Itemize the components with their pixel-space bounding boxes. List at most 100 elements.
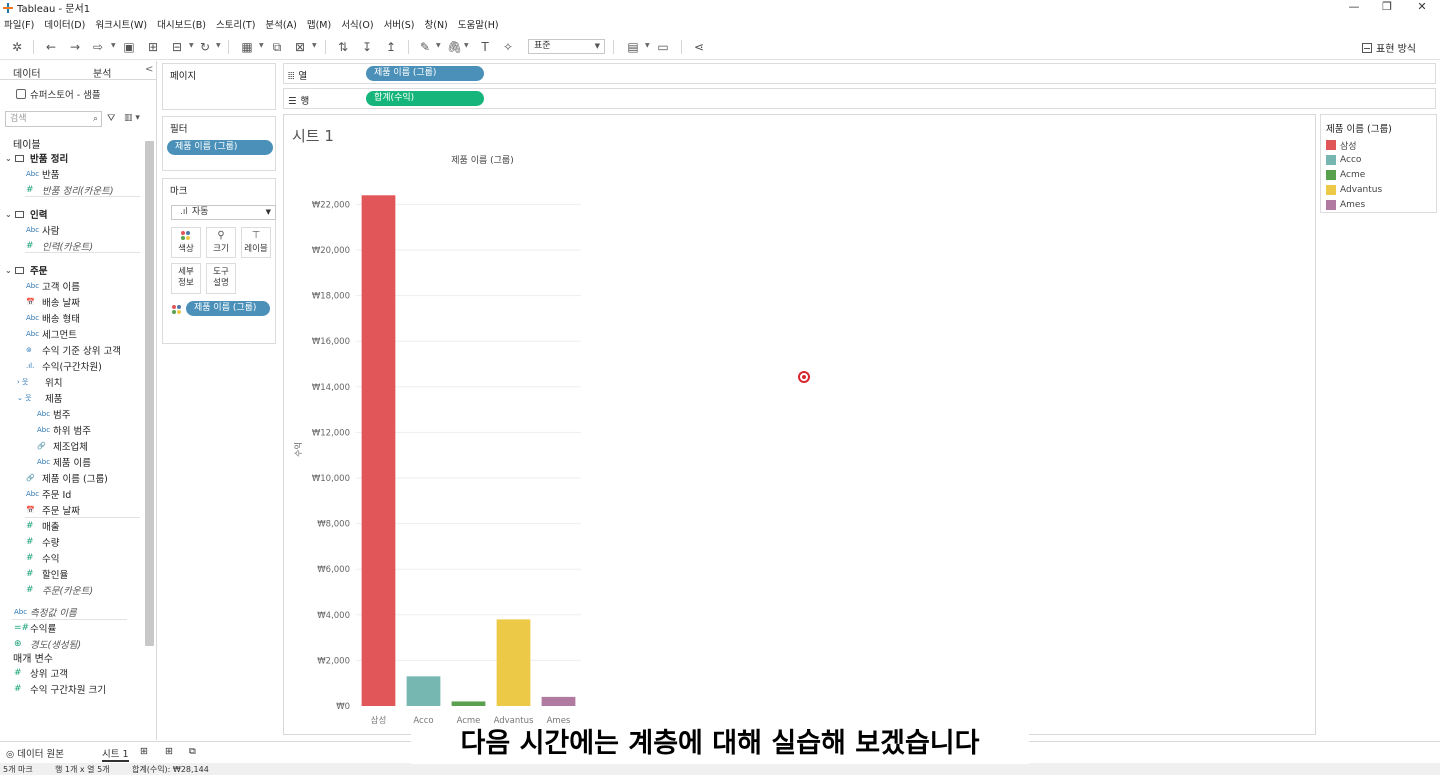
field-2-18[interactable]: # 할인율 — [26, 567, 68, 581]
menu-item-5[interactable]: 분석(A) — [265, 20, 297, 31]
columns-shelf[interactable]: ⦙⦙⦙ 열 제품 이름 (그룹) — [283, 63, 1436, 84]
undo-icon[interactable]: ← — [45, 40, 57, 54]
fit-select[interactable]: 표준 ▼ — [528, 39, 605, 54]
new-datasource-icon[interactable]: ⊞ — [147, 40, 159, 54]
field-extra-2[interactable]: ⊕ 경도(생성됨) — [14, 637, 81, 651]
field-param-0[interactable]: # 상위 고객 — [14, 666, 68, 680]
field-extra-0[interactable]: Abc 측정값 이름 — [14, 605, 77, 619]
table-group-0[interactable]: ⌄ 반품 정리 — [5, 151, 68, 166]
color-pill[interactable]: 제품 이름 (그룹) — [186, 301, 270, 316]
menu-item-2[interactable]: 워크시트(W) — [95, 20, 148, 31]
menu-item-1[interactable]: 데이터(D) — [44, 20, 86, 31]
legend-item-3[interactable]: Advantus — [1326, 184, 1382, 196]
field-0-1[interactable]: # 반품 정리(카운트) — [26, 183, 114, 197]
menu-item-6[interactable]: 맵(M) — [306, 20, 332, 31]
rows-pill[interactable]: 합계(수익) — [366, 91, 484, 106]
restore-button[interactable]: ❐ — [1382, 0, 1392, 13]
collapse-pane-icon[interactable]: < — [145, 64, 154, 75]
save-icon[interactable]: ▣ — [123, 40, 135, 54]
menu-item-8[interactable]: 서버(S) — [383, 20, 415, 31]
redo-icon[interactable]: → — [69, 40, 81, 54]
pause-updates-icon[interactable]: ⊟ — [171, 40, 183, 54]
menu-item-0[interactable]: 파일(F) — [4, 20, 35, 31]
worksheet-view[interactable]: 시트 1 제품 이름 (그룹) 수익 ₩0 ₩2,000 ₩4,000 ₩6,000 ₩8,… — [283, 114, 1316, 735]
field-2-17[interactable]: # 수익 — [26, 551, 59, 565]
legend-item-1[interactable]: Acco — [1326, 154, 1361, 166]
field-0-0[interactable]: Abc 반품 — [26, 167, 59, 181]
search-input[interactable]: 검색 ⌕ — [5, 111, 102, 127]
tableau-home-icon[interactable]: ✲ — [11, 40, 23, 54]
label-button[interactable]: ⊤ 레이블 — [241, 227, 271, 258]
group-members-icon[interactable]: 🖇 — [447, 40, 463, 54]
share-icon[interactable]: ⋖ — [693, 40, 705, 54]
filters-card[interactable]: 필터 제품 이름 (그룹) — [162, 116, 276, 171]
field-list-scrollbar[interactable] — [145, 141, 154, 646]
field-2-12[interactable]: 🔗 제품 이름 (그룹) — [26, 471, 108, 485]
minimize-button[interactable]: — — [1348, 0, 1360, 13]
tooltip-button[interactable]: 도구 설명 — [206, 263, 236, 294]
size-button[interactable]: ⚲ 크기 — [206, 227, 236, 258]
filter-fields-icon[interactable]: ⛛ — [107, 113, 116, 124]
presentation-icon[interactable]: ▭ — [657, 40, 669, 54]
clear-sheet-icon[interactable]: ⊠ — [294, 40, 306, 54]
field-2-7[interactable]: ⌄ 웃 제품 — [17, 391, 62, 405]
swap-icon[interactable]: ⇅ — [337, 40, 349, 54]
field-2-5[interactable]: .ıl. 수익(구간차원) — [26, 359, 102, 373]
close-button[interactable]: ✕ — [1417, 0, 1427, 13]
field-2-11[interactable]: Abc 제품 이름 — [37, 455, 91, 469]
menu-item-9[interactable]: 창(N) — [424, 20, 448, 31]
replay-icon[interactable]: ⇨ — [92, 40, 104, 54]
field-param-1[interactable]: # 수익 구간차원 크기 — [14, 682, 106, 696]
legend-item-0[interactable]: 삼성 — [1326, 139, 1357, 152]
duplicate-sheet-icon[interactable]: ⧉ — [272, 40, 282, 54]
sort-descending-icon[interactable]: ↥ — [385, 40, 397, 54]
pages-card[interactable]: 페이지 — [162, 63, 276, 110]
tab-datasource[interactable]: ◎ 데이터 원본 — [6, 746, 64, 760]
menu-item-10[interactable]: 도움말(H) — [457, 20, 499, 31]
show-me-button[interactable]: 표현 방식 — [1362, 40, 1416, 55]
field-2-3[interactable]: Abc 세그먼트 — [26, 327, 77, 341]
sort-ascending-icon[interactable]: ↧ — [361, 40, 373, 54]
field-1-0[interactable]: Abc 사람 — [26, 223, 59, 237]
menu-item-3[interactable]: 대시보드(B) — [157, 20, 206, 31]
field-2-1[interactable]: 📅 배송 날짜 — [26, 295, 80, 309]
refresh-icon[interactable]: ↻ — [199, 40, 211, 54]
highlight-icon[interactable]: ✎ — [419, 40, 431, 54]
menu-item-7[interactable]: 서식(O) — [341, 20, 374, 31]
rows-shelf[interactable]: ☰ 행 합계(수익) — [283, 88, 1436, 109]
new-worksheet-tab-icon[interactable]: ⊞ — [140, 746, 148, 757]
field-2-6[interactable]: › 웃 위치 — [17, 375, 62, 389]
new-dashboard-tab-icon[interactable]: ⊞ — [165, 746, 173, 757]
legend-item-2[interactable]: Acme — [1326, 169, 1365, 181]
view-options-icon[interactable]: ▥ ▾ — [124, 113, 140, 123]
datasource[interactable]: 슈퍼스토어 - 샘플 — [16, 87, 101, 101]
table-group-1[interactable]: ⌄ 인력 — [5, 207, 47, 222]
field-2-10[interactable]: 🔗 제조업체 — [37, 439, 88, 453]
field-extra-1[interactable]: =# 수익률 — [14, 621, 56, 635]
field-2-9[interactable]: Abc 하위 범주 — [37, 423, 91, 437]
show-labels-icon[interactable]: T — [481, 40, 489, 54]
tab-analysis[interactable]: 분석 — [93, 69, 112, 80]
fix-axes-icon[interactable]: ✧ — [502, 40, 514, 54]
field-1-1[interactable]: # 인력(카운트) — [26, 239, 93, 253]
color-button[interactable]: 색상 — [171, 227, 201, 258]
field-2-0[interactable]: Abc 고객 이름 — [26, 279, 80, 293]
columns-pill[interactable]: 제품 이름 (그룹) — [366, 66, 484, 81]
tab-data[interactable]: 데이터 — [13, 69, 41, 80]
legend-item-4[interactable]: Ames — [1326, 199, 1365, 211]
table-group-2[interactable]: ⌄ 주문 — [5, 263, 47, 278]
field-2-15[interactable]: # 매출 — [26, 519, 59, 533]
field-2-4[interactable]: ⊚ 수익 기준 상위 고객 — [26, 343, 121, 357]
new-story-tab-icon[interactable]: ⧉ — [189, 746, 196, 757]
mark-type-select[interactable]: .ıl 자동 ▼ — [171, 205, 276, 220]
field-2-19[interactable]: # 주문(카운트) — [26, 583, 93, 597]
menu-item-4[interactable]: 스토리(T) — [215, 20, 256, 31]
filter-pill[interactable]: 제품 이름 (그룹) — [167, 140, 273, 155]
field-2-13[interactable]: Abc 주문 Id — [26, 487, 71, 501]
cards-icon[interactable]: ▤ — [627, 40, 639, 54]
tab-sheet1[interactable]: 시트 1 — [102, 746, 129, 762]
new-worksheet-icon[interactable]: ▦ — [241, 40, 253, 54]
field-2-8[interactable]: Abc 범주 — [37, 407, 70, 421]
detail-button[interactable]: 세부 정보 — [171, 263, 201, 294]
field-2-16[interactable]: # 수량 — [26, 535, 59, 549]
